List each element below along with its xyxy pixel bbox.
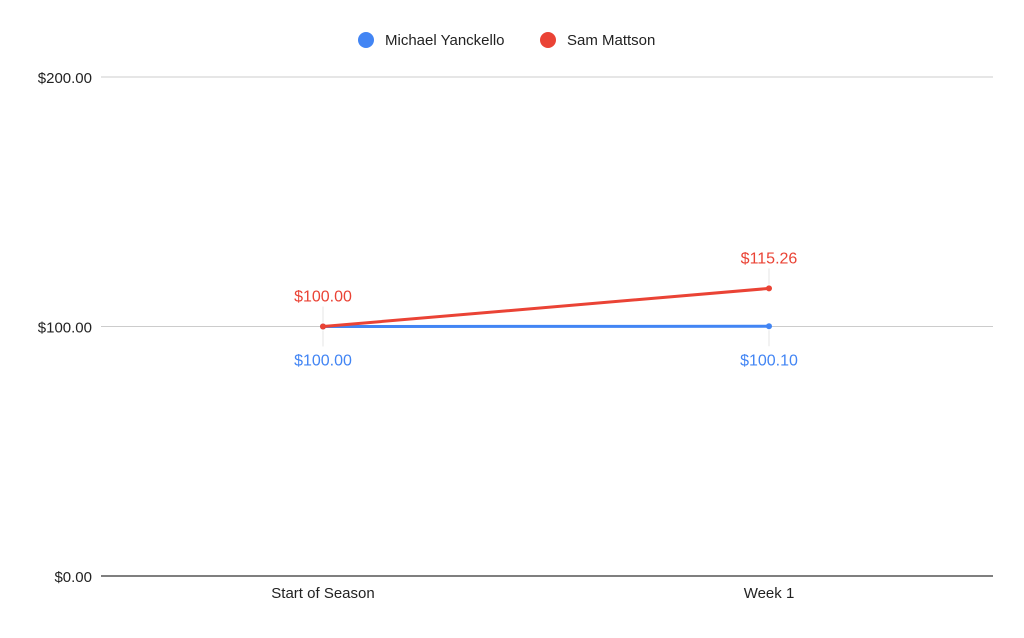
data-label: $115.26 [741, 250, 798, 267]
legend-label: Michael Yanckello [385, 32, 505, 49]
x-tick-label: Week 1 [744, 585, 795, 602]
legend: Michael Yanckello Sam Mattson [358, 32, 655, 49]
y-tick-label: $200.00 [38, 70, 92, 87]
data-point [320, 324, 326, 330]
data-point [766, 323, 772, 329]
y-tick-label: $100.00 [38, 320, 92, 337]
gridlines [101, 77, 993, 327]
data-point [766, 285, 772, 291]
x-tick-label: Start of Season [271, 585, 374, 602]
legend-swatch [358, 32, 374, 48]
legend-item: Sam Mattson [540, 32, 655, 49]
legend-item: Michael Yanckello [358, 32, 505, 49]
data-label: $100.00 [294, 289, 352, 306]
data-label: $100.10 [740, 352, 798, 369]
legend-label: Sam Mattson [567, 32, 655, 49]
axes: $0.00 $100.00 $200.00 Start of Season Week 1 [38, 70, 993, 602]
series-lines [320, 285, 772, 329]
data-labels: $100.00 $100.10 $100.00 $115.26 [294, 250, 798, 369]
series-line [323, 288, 769, 326]
legend-swatch [540, 32, 556, 48]
data-label: $100.00 [294, 353, 352, 370]
y-tick-label: $0.00 [54, 569, 92, 586]
